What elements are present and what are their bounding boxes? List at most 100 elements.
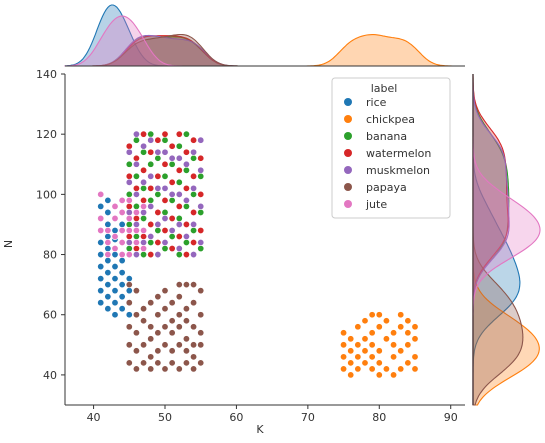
scatter-point-papaya bbox=[132, 329, 140, 337]
scatter-point-rice bbox=[104, 208, 112, 216]
scatter-point-banana bbox=[182, 202, 190, 210]
scatter-point-watermelon bbox=[182, 220, 190, 228]
scatter-point-banana bbox=[175, 251, 183, 259]
scatter-point-papaya bbox=[132, 311, 140, 319]
scatter-point-papaya bbox=[182, 305, 190, 313]
scatter-point-watermelon bbox=[140, 130, 148, 138]
scatter-point-jute bbox=[132, 239, 140, 247]
scatter-point-jute bbox=[111, 214, 119, 222]
scatter-point-watermelon bbox=[168, 245, 176, 253]
legend-marker-banana bbox=[344, 132, 352, 140]
y-tick-label: 40 bbox=[43, 369, 57, 382]
scatter-point-chickpea bbox=[375, 359, 383, 367]
scatter-point-rice bbox=[125, 287, 133, 295]
scatter-point-rice bbox=[104, 245, 112, 253]
legend-title: label bbox=[371, 82, 398, 95]
scatter-point-papaya bbox=[182, 359, 190, 367]
scatter-point-papaya bbox=[147, 365, 155, 373]
legend-label-watermelon: watermelon bbox=[366, 147, 431, 160]
scatter-point-papaya bbox=[154, 347, 162, 355]
scatter-point-papaya bbox=[147, 299, 155, 307]
scatter-point-banana bbox=[125, 220, 133, 228]
scatter-point-muskmelon bbox=[147, 202, 155, 210]
scatter-point-watermelon bbox=[190, 136, 198, 144]
scatter-point-muskmelon bbox=[197, 166, 205, 174]
scatter-point-banana bbox=[132, 232, 140, 240]
scatter-point-jute bbox=[125, 226, 133, 234]
scatter-point-muskmelon bbox=[175, 220, 183, 228]
scatter-point-muskmelon bbox=[168, 190, 176, 198]
scatter-point-muskmelon bbox=[182, 160, 190, 168]
scatter-point-muskmelon bbox=[168, 154, 176, 162]
marginal-top-kde bbox=[64, 4, 465, 67]
scatter-point-papaya bbox=[190, 299, 198, 307]
scatter-point-papaya bbox=[175, 365, 183, 373]
scatter-point-jute bbox=[118, 226, 126, 234]
scatter-point-muskmelon bbox=[182, 232, 190, 240]
scatter-point-jute bbox=[111, 232, 119, 240]
scatter-point-papaya bbox=[197, 311, 205, 319]
scatter-point-papaya bbox=[140, 317, 148, 325]
scatter-point-watermelon bbox=[175, 130, 183, 138]
scatter-point-papaya bbox=[132, 365, 140, 373]
scatter-point-muskmelon bbox=[182, 196, 190, 204]
scatter-point-watermelon bbox=[125, 232, 133, 240]
scatter-point-papaya bbox=[182, 281, 190, 289]
scatter-point-muskmelon bbox=[132, 220, 140, 228]
scatter-point-banana bbox=[175, 178, 183, 186]
scatter-point-papaya bbox=[161, 341, 169, 349]
scatter-point-chickpea bbox=[397, 323, 405, 331]
scatter-point-muskmelon bbox=[132, 160, 140, 168]
scatter-point-watermelon bbox=[132, 214, 140, 222]
scatter-point-muskmelon bbox=[154, 251, 162, 259]
scatter-point-muskmelon bbox=[197, 239, 205, 247]
scatter-point-rice bbox=[97, 287, 105, 295]
scatter-point-watermelon bbox=[125, 142, 133, 150]
scatter-point-rice bbox=[111, 251, 119, 259]
scatter-point-rice bbox=[118, 220, 126, 228]
scatter-point-muskmelon bbox=[154, 220, 162, 228]
scatter-point-chickpea bbox=[390, 341, 398, 349]
scatter-point-watermelon bbox=[154, 208, 162, 216]
scatter-point-chickpea bbox=[404, 359, 412, 367]
scatter-point-papaya bbox=[175, 293, 183, 301]
scatter-point-papaya bbox=[147, 323, 155, 331]
scatter-point-watermelon bbox=[154, 239, 162, 247]
scatter-point-chickpea bbox=[340, 365, 348, 373]
scatter-point-watermelon bbox=[147, 184, 155, 192]
scatter-point-rice bbox=[125, 275, 133, 283]
scatter-point-chickpea bbox=[361, 347, 369, 355]
scatter-point-papaya bbox=[168, 347, 176, 355]
scatter-point-jute bbox=[97, 190, 105, 198]
scatter-point-muskmelon bbox=[147, 172, 155, 180]
scatter-point-chickpea bbox=[354, 365, 362, 373]
scatter-point-banana bbox=[161, 208, 169, 216]
scatter-point-papaya bbox=[161, 323, 169, 331]
scatter-point-chickpea bbox=[404, 317, 412, 325]
scatter-point-muskmelon bbox=[125, 178, 133, 186]
scatter-point-muskmelon bbox=[161, 184, 169, 192]
scatter-point-jute bbox=[118, 239, 126, 247]
scatter-point-papaya bbox=[182, 317, 190, 325]
legend-label-jute: jute bbox=[365, 198, 387, 211]
scatter-point-chickpea bbox=[390, 371, 398, 379]
scatter-point-papaya bbox=[147, 335, 155, 343]
scatter-point-chickpea bbox=[375, 311, 383, 319]
scatter-point-watermelon bbox=[190, 208, 198, 216]
legend-label-banana: banana bbox=[366, 130, 407, 143]
scatter-point-banana bbox=[175, 214, 183, 222]
scatter-point-banana bbox=[140, 148, 148, 156]
scatter-point-chickpea bbox=[404, 329, 412, 337]
scatter-point-chickpea bbox=[340, 329, 348, 337]
scatter-point-banana bbox=[190, 226, 198, 234]
scatter-point-papaya bbox=[190, 353, 198, 361]
scatter-point-banana bbox=[147, 160, 155, 168]
scatter-point-papaya bbox=[132, 287, 140, 295]
scatter-point-papaya bbox=[182, 347, 190, 355]
scatter-point-chickpea bbox=[411, 323, 419, 331]
scatter-point-watermelon bbox=[197, 226, 205, 234]
scatter-point-chickpea bbox=[368, 329, 376, 337]
scatter-point-chickpea bbox=[375, 323, 383, 331]
